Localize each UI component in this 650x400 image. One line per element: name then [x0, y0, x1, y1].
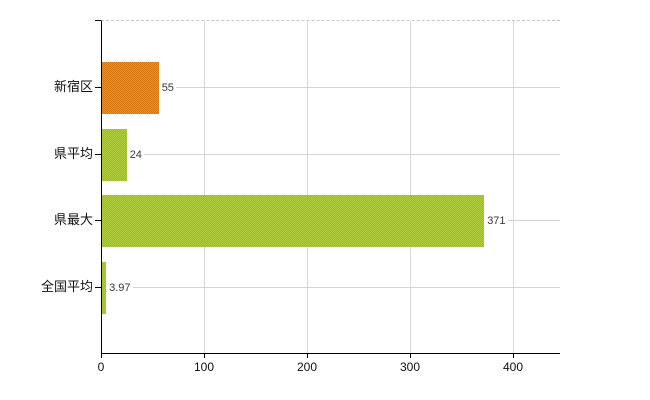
gridline-horizontal	[102, 153, 560, 155]
category-label: 新宿区	[53, 78, 93, 94]
category-label: 全国平均	[40, 279, 93, 295]
value-label: 24	[126, 146, 144, 163]
y-axis-end-tick	[95, 20, 101, 21]
x-tick-label: 200	[296, 360, 318, 374]
y-axis-tick	[95, 287, 101, 289]
gridline-horizontal	[102, 287, 560, 289]
bar	[102, 262, 107, 315]
gridline-vertical	[204, 21, 205, 353]
plot-area: 55 24 371 3.97	[101, 20, 560, 354]
gridline-vertical	[513, 21, 515, 353]
bar	[102, 61, 159, 114]
gridline-vertical	[307, 21, 308, 353]
bar	[102, 195, 485, 248]
x-tick-label: 300	[400, 360, 421, 374]
value-label: 3.97	[106, 280, 133, 297]
value-label: 371	[484, 213, 508, 230]
gridline-vertical	[410, 21, 412, 353]
category-label: 県最大	[53, 212, 93, 228]
x-axis-tick	[307, 354, 308, 358]
x-tick-label: 0	[97, 360, 105, 374]
y-axis-tick	[95, 153, 101, 155]
x-axis-tick	[101, 354, 102, 358]
x-axis-tick	[513, 354, 515, 358]
category-label: 県平均	[53, 145, 93, 161]
y-axis-tick	[95, 220, 101, 222]
gridline-horizontal	[102, 86, 560, 88]
bar	[102, 128, 127, 181]
x-tick-label: 400	[503, 360, 524, 374]
x-axis-tick	[204, 354, 205, 358]
x-tick-label: 100	[193, 360, 215, 374]
value-label: 55	[158, 79, 176, 96]
x-axis-tick	[410, 354, 412, 358]
y-axis-tick	[95, 86, 101, 88]
